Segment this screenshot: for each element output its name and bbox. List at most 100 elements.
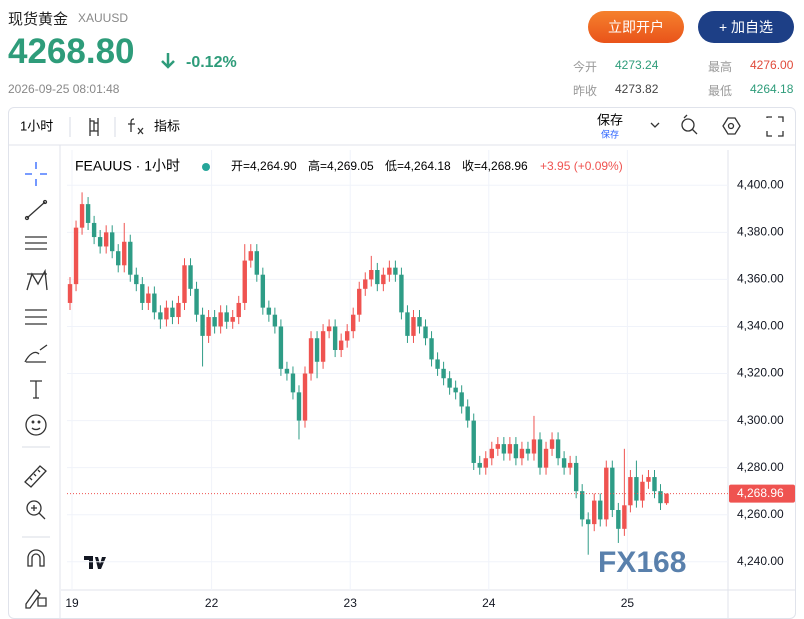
y-tick-label: 4,320.00	[737, 366, 784, 380]
candle-body	[549, 439, 555, 449]
candle-body	[91, 222, 97, 238]
candle-body	[477, 462, 482, 468]
candle-body	[465, 406, 470, 421]
y-tick-label: 4,400.00	[737, 177, 784, 191]
candle-body	[658, 491, 663, 504]
candle-body	[634, 477, 639, 501]
stat-label: 昨收	[573, 84, 598, 98]
legend-change: +3.95 (+0.09%)	[540, 159, 623, 173]
y-tick-label: 4,280.00	[737, 460, 784, 474]
y-tick-label: 4,380.00	[737, 225, 784, 239]
candle-body	[308, 338, 314, 374]
candle-body	[218, 312, 223, 327]
stat-value: 4264.18	[750, 82, 794, 96]
candle-body	[212, 317, 217, 327]
candle-body	[152, 293, 157, 313]
interval[interactable]: 1小时	[20, 118, 53, 133]
candle-body	[501, 444, 507, 454]
price: 4268.80	[8, 32, 135, 71]
candle-body	[423, 326, 428, 339]
candle-body	[495, 444, 501, 449]
candle-body	[266, 307, 272, 315]
candle-body	[604, 467, 609, 520]
candle-body	[513, 444, 519, 459]
candle-body	[489, 448, 494, 459]
legend-close: 收=4,268.96	[462, 159, 528, 173]
candle-body	[471, 420, 476, 463]
change: -0.12%	[186, 54, 237, 71]
candle-body	[525, 448, 531, 454]
candle-body	[326, 326, 332, 332]
x-tick-label: 19	[65, 596, 79, 610]
candle-body	[598, 500, 603, 520]
stat-label: 今开	[573, 60, 598, 74]
candle-body	[242, 260, 247, 303]
legend-low: 低=4,264.18	[385, 159, 451, 173]
candle-body	[387, 267, 392, 275]
candle-body	[369, 270, 374, 280]
candle-body	[182, 265, 187, 303]
candle-body	[284, 368, 290, 374]
x-tick-label: 23	[344, 596, 358, 610]
candle-body	[200, 314, 205, 336]
candle-body	[399, 274, 404, 313]
x-tick-label: 25	[621, 596, 635, 610]
candle-body	[188, 265, 193, 289]
candle-body	[67, 284, 73, 303]
candle-body	[73, 227, 79, 285]
toolbar-icons	[69, 114, 784, 137]
candle-body	[85, 204, 91, 223]
x-tick-label: 24	[482, 596, 496, 610]
candle-body	[453, 387, 458, 393]
candle-body	[320, 331, 326, 362]
last-price-label: 4,268.96	[737, 486, 784, 500]
candle-body	[170, 307, 175, 318]
candle-body	[375, 270, 380, 285]
candle-body	[79, 204, 85, 228]
last-price-tag	[729, 484, 795, 503]
stat-value: 4273.24	[615, 58, 659, 72]
candle-body	[146, 293, 151, 303]
candle-body	[435, 359, 440, 369]
candle-body	[411, 317, 416, 336]
indicators[interactable]: 指标	[154, 118, 180, 133]
candle-body	[236, 302, 241, 318]
candle-body	[116, 251, 121, 266]
save[interactable]: 保存	[597, 112, 623, 127]
candle-body	[586, 519, 591, 525]
candle-body	[134, 274, 139, 285]
title: 现货黄金	[8, 11, 69, 28]
status-dot	[202, 163, 210, 171]
candle-body	[447, 378, 452, 388]
down-arrow	[161, 53, 175, 69]
candle-body	[224, 312, 229, 322]
candle-body	[628, 477, 633, 506]
y-tick-label: 4,360.00	[737, 272, 784, 286]
candle-body	[158, 312, 163, 320]
candle-body	[579, 491, 585, 520]
candle-body	[429, 338, 434, 360]
candle-body	[555, 439, 561, 459]
candle-body	[344, 331, 350, 341]
candle-body	[290, 373, 296, 393]
candle-body	[543, 448, 549, 468]
candle-body	[164, 307, 169, 320]
timestamp: 2026-09-25 08:01:48	[8, 82, 120, 96]
candle-body	[230, 317, 235, 322]
x-tick-label: 22	[205, 596, 219, 610]
watchlist-button[interactable]: + 加自选	[698, 11, 794, 43]
candle-body	[417, 317, 422, 327]
candle-body	[332, 326, 338, 350]
candle-body	[664, 493, 669, 504]
candle-body	[128, 241, 133, 275]
y-tick-label: 4,260.00	[737, 507, 784, 521]
candle-body	[561, 458, 567, 468]
candle-body	[278, 326, 284, 369]
candle-body	[610, 467, 615, 510]
candle-body	[405, 312, 410, 336]
candle-body	[357, 288, 362, 315]
stat-value: 4276.00	[750, 58, 794, 72]
candle-body	[206, 317, 211, 336]
open-account-button[interactable]: 立即开户	[588, 11, 684, 43]
